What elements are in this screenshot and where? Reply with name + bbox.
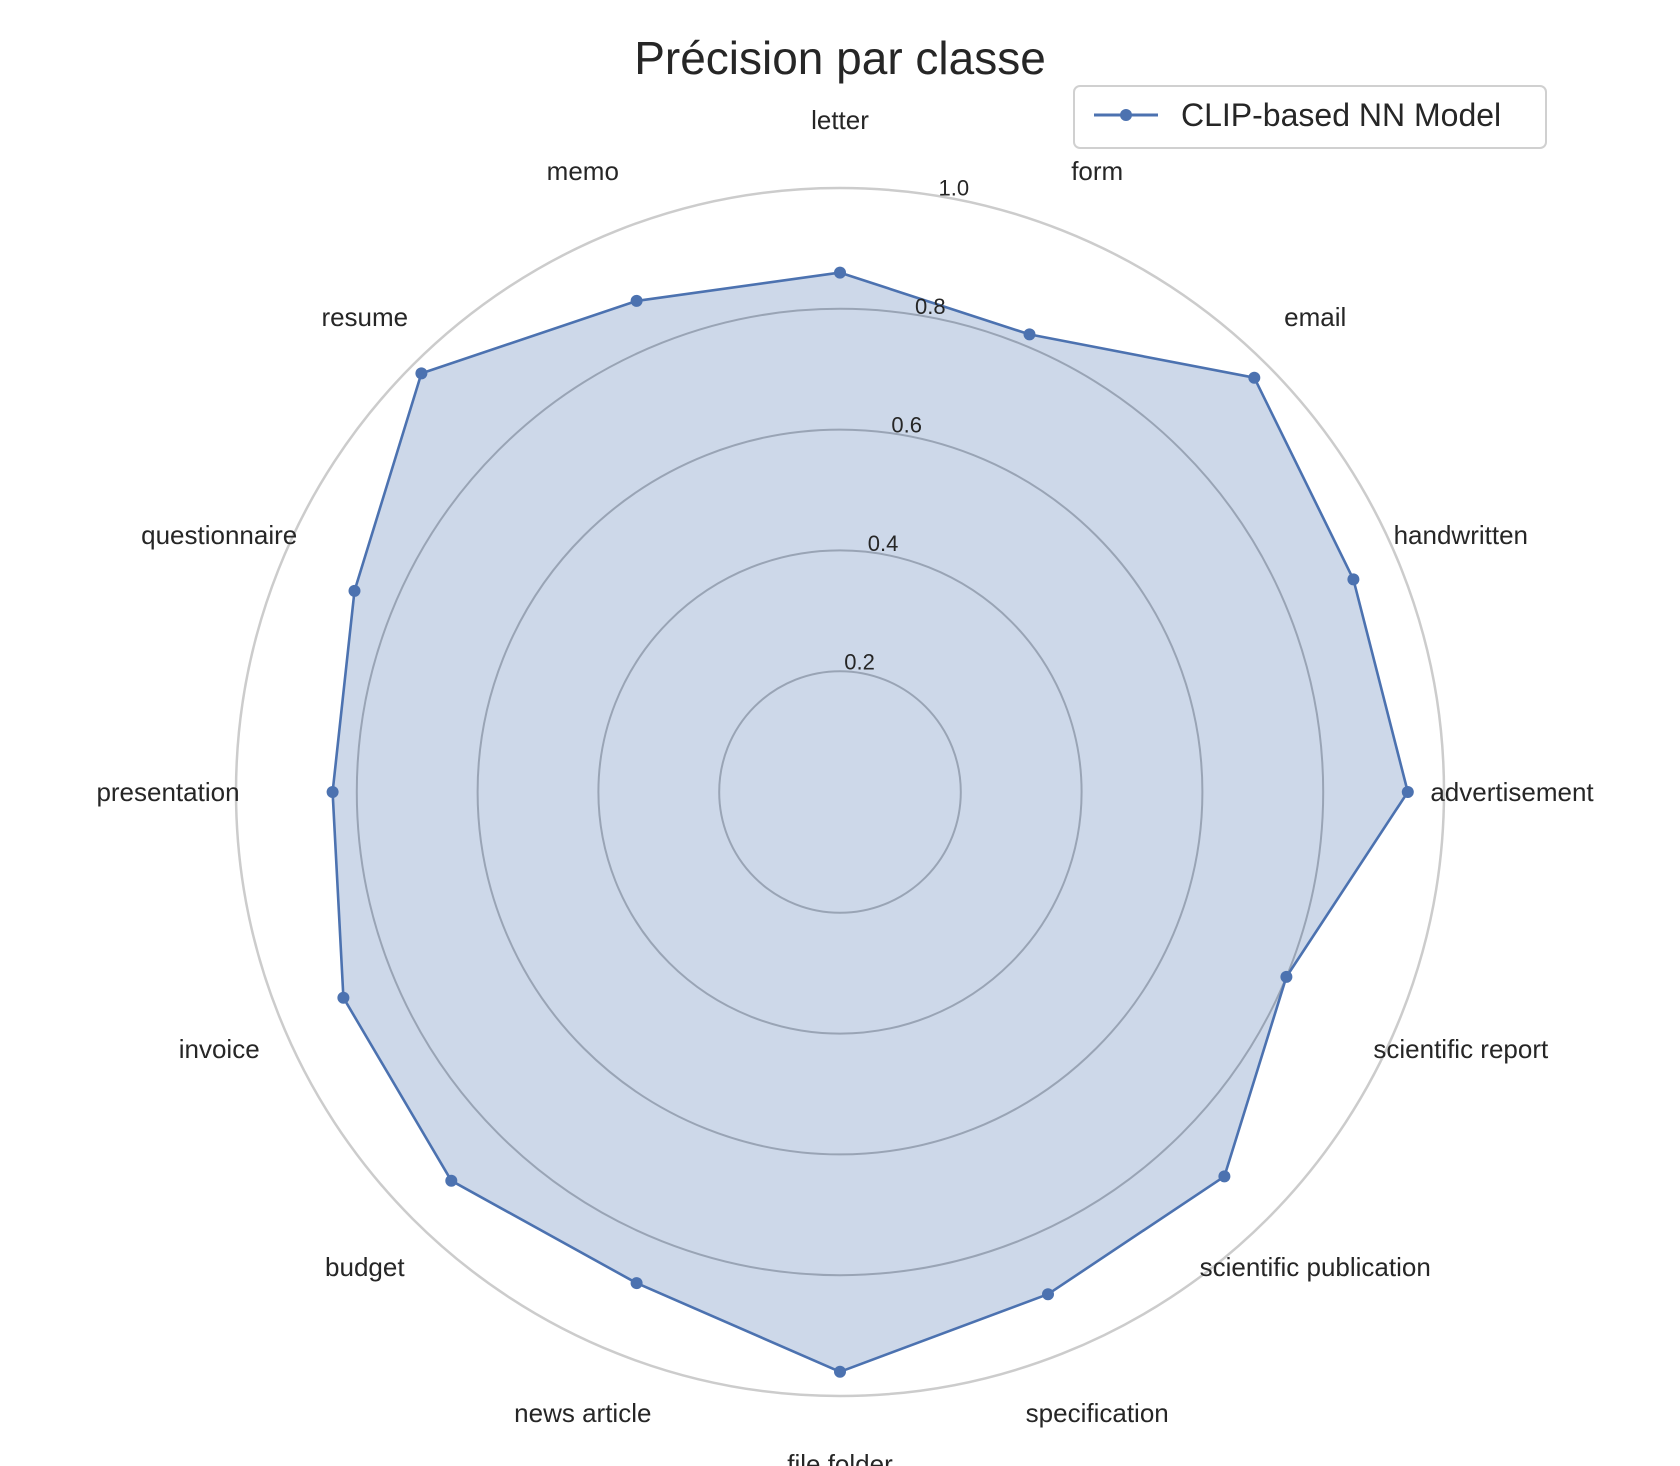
category-label: email — [1284, 302, 1346, 332]
data-point-resume — [415, 367, 428, 380]
data-point-email — [1248, 371, 1261, 384]
outer-ring — [234, 186, 1446, 1398]
radial-tick-label: 0.2 — [844, 650, 875, 675]
data-point-form — [1023, 328, 1036, 341]
data-point-news-article — [630, 1277, 643, 1290]
legend-label: CLIP-based NN Model — [1181, 97, 1501, 133]
data-point-file-folder — [834, 1365, 846, 1378]
legend-box — [1073, 85, 1547, 149]
radial-tick-label: 1.0 — [939, 176, 970, 201]
radial-tick-labels: 0.2 0.4 0.6 0.8 1.0 — [844, 176, 969, 675]
radial-tick-label: 0.8 — [915, 294, 946, 319]
category-label: letter — [811, 105, 869, 135]
data-point-handwritten — [1347, 573, 1360, 586]
category-label: file folder — [787, 1449, 893, 1466]
category-label: scientific publication — [1200, 1252, 1431, 1282]
data-point-scientific-publication — [1218, 1170, 1231, 1183]
data-point-questionnaire — [348, 584, 361, 597]
category-label: resume — [321, 302, 408, 332]
category-labels: letter form email handwritten advertisement s… — [96, 105, 1594, 1466]
series-fill-area — [332, 272, 1408, 1372]
category-label: news article — [514, 1398, 651, 1428]
series-layer — [326, 266, 1414, 1378]
data-point-invoice — [337, 991, 350, 1004]
radial-grid — [234, 186, 1446, 1398]
radial-tick-label: 0.4 — [868, 531, 899, 556]
category-label: questionnaire — [141, 520, 297, 550]
data-point-memo — [630, 294, 643, 307]
category-label: handwritten — [1394, 520, 1528, 550]
category-label: scientific report — [1373, 1034, 1549, 1064]
category-label: memo — [547, 156, 619, 186]
legend-marker-swatch — [1120, 109, 1132, 121]
category-label: presentation — [96, 777, 239, 807]
data-point-budget — [445, 1174, 458, 1187]
chart-title: Précision par classe — [634, 32, 1046, 84]
category-label: advertisement — [1430, 777, 1594, 807]
category-label: specification — [1026, 1398, 1169, 1428]
grid-ring-0.8 — [355, 307, 1325, 1277]
radial-tick-label: 0.6 — [891, 413, 922, 438]
data-point-presentation — [326, 786, 339, 798]
category-label: form — [1071, 156, 1123, 186]
grid-ring-0.2 — [718, 670, 962, 914]
category-label: invoice — [179, 1034, 260, 1064]
data-point-specification — [1042, 1288, 1054, 1301]
data-point-advertisement — [1401, 786, 1414, 798]
category-label: budget — [325, 1252, 405, 1282]
grid-ring-0.6 — [476, 428, 1204, 1156]
grid-ring-0.4 — [597, 549, 1083, 1035]
data-point-scientific-report — [1280, 970, 1293, 983]
data-point-letter — [834, 266, 846, 279]
legend: CLIP-based NN Model — [1073, 85, 1547, 149]
